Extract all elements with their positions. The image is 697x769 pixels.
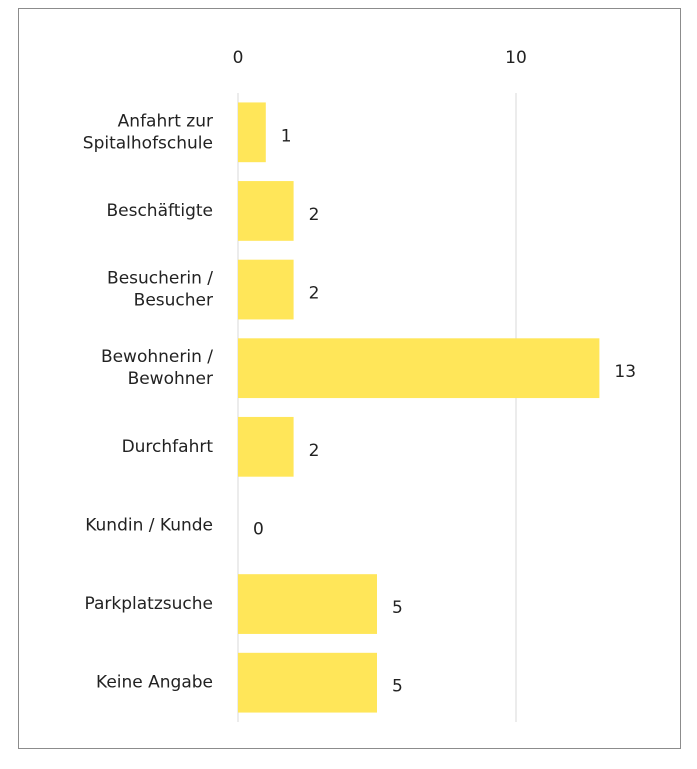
y-tick-label: Parkplatzsuche: [85, 594, 213, 614]
value-label: 2: [309, 205, 320, 225]
bar: [238, 181, 294, 241]
y-tick-label: Anfahrt zur Spitalhofschule: [83, 111, 213, 153]
y-tick-label: Bewohnerin / Bewohner: [101, 347, 213, 389]
bar: [238, 574, 377, 634]
value-label: 13: [614, 362, 636, 382]
value-label: 5: [392, 598, 403, 618]
y-tick-label: Beschäftigte: [106, 201, 213, 221]
x-tick-label: 0: [233, 48, 244, 68]
bar: [238, 652, 377, 713]
x-tick-label: 10: [505, 48, 527, 68]
value-label: 2: [309, 284, 320, 304]
value-label: 2: [309, 441, 320, 461]
bar: [238, 259, 294, 320]
y-tick-label: Keine Angabe: [96, 673, 213, 693]
y-tick-label: Durchfahrt: [122, 437, 214, 457]
y-tick-label: Besucherin / Besucher: [107, 269, 213, 311]
value-label: 1: [281, 126, 292, 146]
value-label: 5: [392, 677, 403, 697]
y-tick-label: Kundin / Kunde: [85, 515, 213, 535]
bar: [238, 338, 600, 399]
bar: [238, 102, 266, 163]
value-label: 0: [253, 519, 264, 539]
bar: [238, 416, 294, 477]
